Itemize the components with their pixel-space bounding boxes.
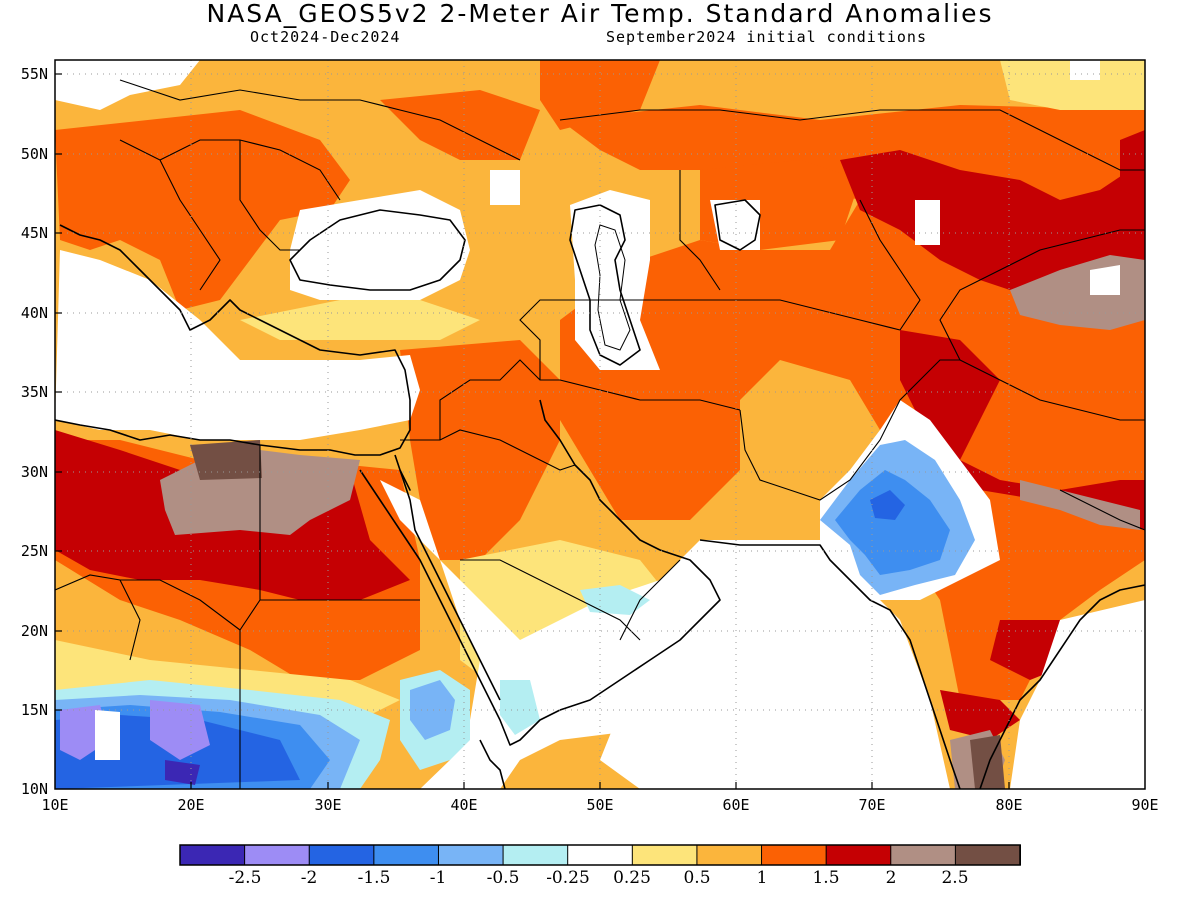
colorbar-swatch — [567, 844, 634, 866]
lat-label-55n: 55N — [20, 65, 48, 83]
colorbar-swatch — [308, 844, 375, 866]
lon-label-40e: 40E — [450, 796, 478, 814]
colorbar-label: -0.5 — [486, 868, 520, 888]
lon-label-60e: 60E — [722, 796, 750, 814]
colorbar-label: 1.5 — [812, 868, 840, 888]
lat-label-10n: 10N — [20, 780, 48, 798]
colorbar-swatch — [761, 844, 828, 866]
lon-label-30e: 30E — [314, 796, 342, 814]
lat-label-45n: 45N — [20, 224, 48, 242]
lat-label-35n: 35N — [20, 383, 48, 401]
colorbar-label: 2.5 — [941, 868, 969, 888]
forecast-period: Oct2024-Dec2024 — [250, 28, 401, 46]
colorbar-label: 1 — [756, 868, 768, 888]
lat-label-20n: 20N — [20, 622, 48, 640]
lon-label-50e: 50E — [586, 796, 614, 814]
east-africa-cool-anomaly — [400, 585, 650, 770]
colorbar-swatch — [244, 844, 311, 866]
lat-label-40n: 40N — [20, 304, 48, 322]
coastlines — [55, 199, 1145, 789]
colorbar-label: 0.25 — [613, 868, 651, 888]
colorbar-swatch — [631, 844, 698, 866]
anomaly-field — [55, 60, 1145, 789]
lon-label-80e: 80E — [995, 796, 1023, 814]
india-cool-anomaly — [820, 440, 975, 595]
colorbar-swatch — [502, 844, 569, 866]
lon-label-10e: 10E — [41, 796, 69, 814]
colorbar-swatch — [954, 844, 1022, 866]
colorbar-swatch — [890, 844, 957, 866]
lat-label-25n: 25N — [20, 542, 48, 560]
colorbar-label: -2.5 — [228, 868, 262, 888]
colorbar-label: -0.25 — [546, 868, 590, 888]
colorbar — [179, 844, 1022, 866]
colorbar-label: -1 — [429, 868, 447, 888]
colorbar-swatch — [179, 844, 246, 866]
map-title: NASA_GEOS5v2 2-Meter Air Temp. Standard … — [206, 0, 994, 28]
colorbar-swatch — [825, 844, 892, 866]
colorbar-label: -2 — [300, 868, 318, 888]
lat-label-15n: 15N — [20, 701, 48, 719]
country-borders — [55, 79, 1145, 789]
lat-label-50n: 50N — [20, 145, 48, 163]
colorbar-label: 2 — [885, 868, 897, 888]
colorbar-frame — [179, 844, 1021, 866]
colorbar-swatch — [373, 844, 440, 866]
colorbar-swatch — [437, 844, 505, 866]
lon-label-20e: 20E — [177, 796, 205, 814]
colorbar-label: -1.5 — [357, 868, 391, 888]
initial-conditions: September2024 initial conditions — [606, 28, 927, 46]
lat-label-30n: 30N — [20, 463, 48, 481]
axis-ticks — [55, 73, 1010, 789]
anomaly-gt-2.5-region-india — [970, 735, 1005, 789]
lon-label-70e: 70E — [858, 796, 886, 814]
lon-label-90e: 90E — [1131, 796, 1159, 814]
sahel-cool-anomaly — [55, 680, 390, 789]
colorbar-swatch — [696, 844, 763, 866]
anomaly-gt-2.5-region — [190, 440, 262, 480]
caspian-detail — [594, 224, 631, 351]
colorbar-label: 0.5 — [683, 868, 711, 888]
